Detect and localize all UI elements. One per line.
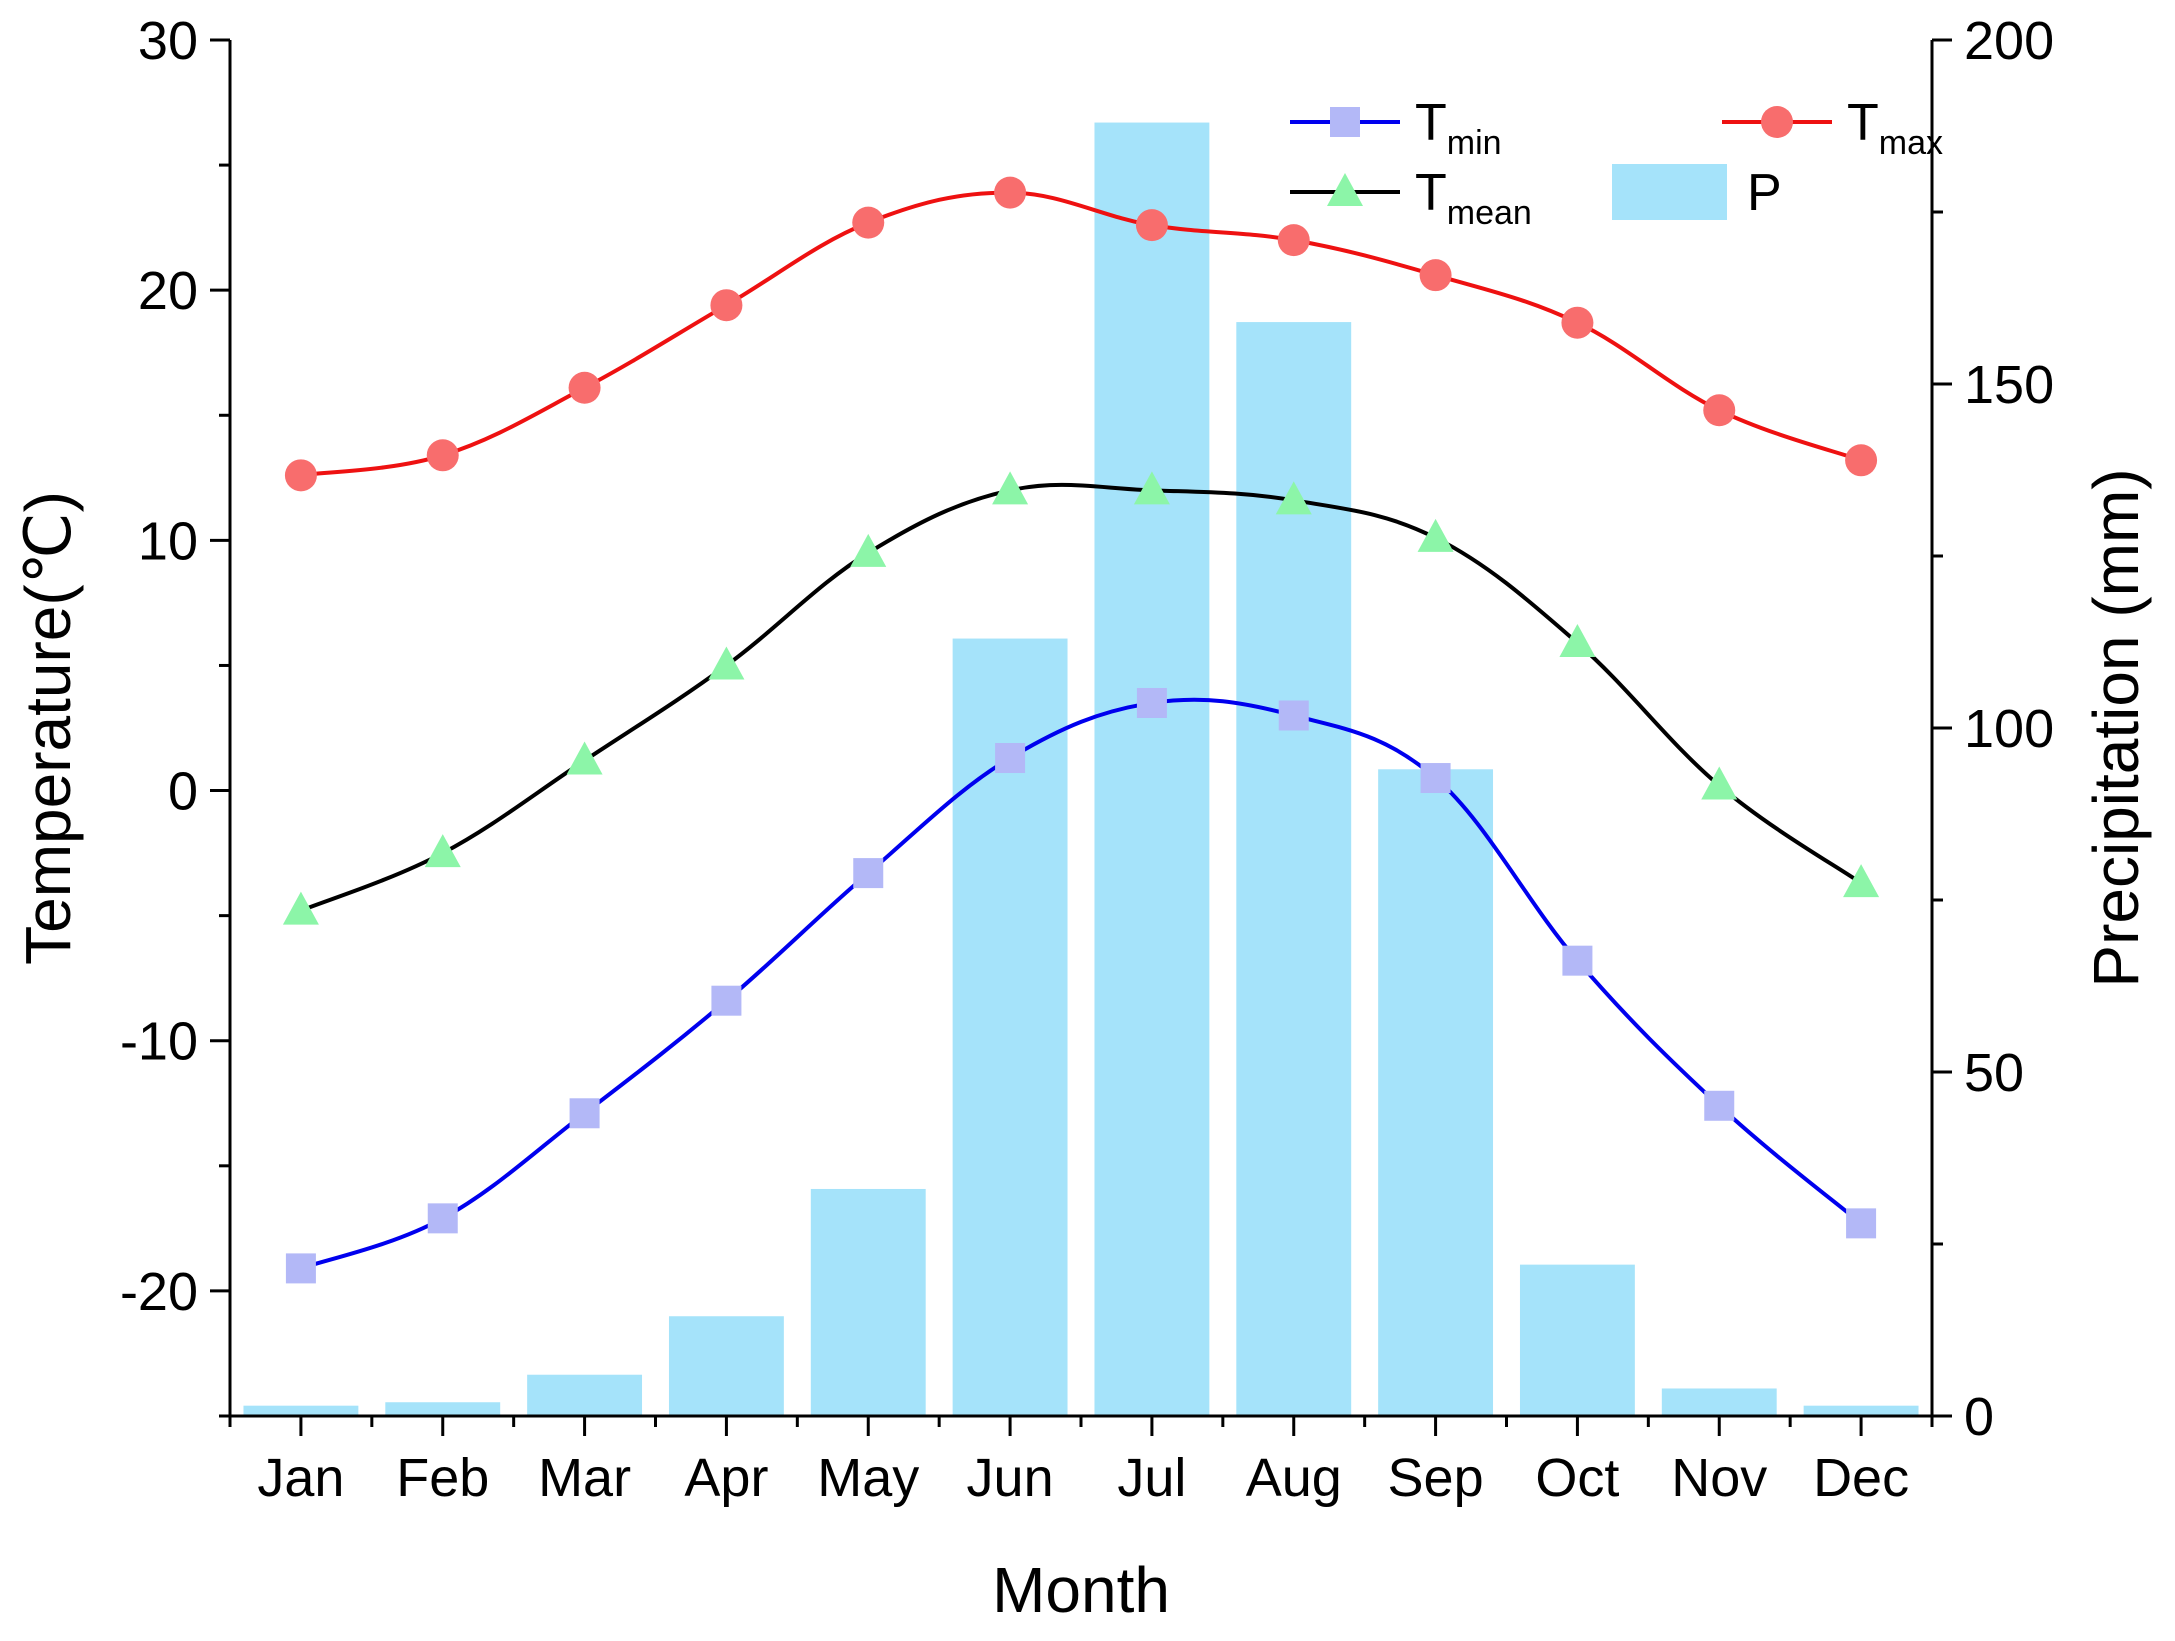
precipitation-bars — [243, 122, 1919, 1417]
axes — [210, 38, 1952, 1436]
marker-t-min-aug — [1278, 700, 1309, 731]
legend-triangle-marker — [1327, 173, 1363, 206]
legend-label: Tmax — [1847, 94, 1943, 162]
left-tick-label: 30 — [138, 11, 198, 71]
legend: Tmin Tmax Tmean P — [1290, 94, 1943, 232]
marker-t-min-jun — [995, 743, 1026, 774]
right-tick-label: 100 — [1964, 699, 2054, 759]
temperature-lines — [282, 176, 1880, 1284]
x-tick-label-may: May — [817, 1448, 919, 1508]
marker-t-max-jan — [284, 459, 317, 492]
x-tick-label-sep: Sep — [1388, 1448, 1484, 1508]
x-tick-label-nov: Nov — [1671, 1448, 1767, 1508]
marker-t-mean-sep — [1417, 518, 1454, 552]
legend-label: Tmean — [1415, 164, 1532, 232]
y-axis-title-right: Precipitation (mm) — [2080, 468, 2152, 987]
right-tick-label: 200 — [1964, 11, 2054, 71]
marker-t-max-oct — [1561, 306, 1594, 339]
left-tick-label: -20 — [120, 1262, 198, 1322]
legend-label-subscript: max — [1879, 124, 1943, 162]
marker-t-min-apr — [711, 985, 742, 1016]
marker-t-min-may — [853, 858, 884, 889]
marker-t-min-jan — [285, 1253, 316, 1284]
legend-label: Tmin — [1415, 94, 1502, 162]
legend-label: P — [1747, 164, 1782, 222]
legend-label-subscript: mean — [1447, 194, 1532, 232]
legend-item-t-max: Tmax — [1722, 94, 1943, 162]
marker-t-min-jul — [1136, 687, 1167, 718]
x-tick-label-mar: Mar — [538, 1448, 631, 1508]
marker-t-max-aug — [1277, 224, 1310, 257]
x-tick-label-oct: Oct — [1535, 1448, 1619, 1508]
marker-t-min-sep — [1420, 763, 1451, 794]
marker-t-mean-mar — [566, 741, 603, 775]
line-t-min — [300, 697, 1863, 1271]
marker-t-max-jul — [1135, 209, 1168, 242]
precip-bar-nov — [1661, 1388, 1777, 1416]
right-tick-label: 50 — [1964, 1043, 2024, 1103]
legend-bar-swatch — [1612, 164, 1727, 220]
precip-bar-oct — [1519, 1264, 1635, 1416]
marker-t-mean-oct — [1559, 623, 1596, 657]
left-tick-label: 10 — [138, 511, 198, 571]
marker-t-mean-nov — [1701, 766, 1738, 800]
left-tick-label: 20 — [138, 261, 198, 321]
precip-bar-apr — [668, 1316, 784, 1416]
right-tick-label: 0 — [1964, 1387, 1994, 1447]
marker-t-max-dec — [1845, 444, 1878, 477]
marker-t-mean-dec — [1843, 864, 1880, 898]
precip-bar-dec — [1803, 1405, 1919, 1416]
marker-t-min-oct — [1562, 945, 1593, 976]
x-axis-title: Month — [992, 1554, 1170, 1626]
marker-t-min-feb — [427, 1203, 458, 1234]
x-tick-label-aug: Aug — [1246, 1448, 1342, 1508]
marker-t-mean-jul — [1133, 471, 1170, 505]
precip-bar-feb — [385, 1402, 501, 1416]
precip-bar-jul — [1094, 122, 1210, 1416]
marker-t-max-sep — [1419, 259, 1452, 292]
legend-item-t-min: Tmin — [1290, 94, 1502, 162]
x-tick-label-feb: Feb — [396, 1448, 489, 1508]
marker-t-min-mar — [569, 1098, 600, 1129]
line-t-max — [300, 190, 1862, 478]
marker-t-mean-may — [850, 533, 887, 567]
marker-t-max-nov — [1703, 394, 1736, 427]
precip-bar-jan — [243, 1405, 359, 1416]
right-tick-label: 150 — [1964, 355, 2054, 415]
precip-bar-may — [810, 1188, 926, 1416]
precip-bar-mar — [527, 1374, 643, 1416]
marker-t-mean-jan — [282, 891, 319, 925]
precip-bar-sep — [1378, 769, 1494, 1416]
x-tick-label-jul: Jul — [1117, 1448, 1186, 1508]
marker-t-mean-jun — [992, 471, 1029, 505]
marker-t-max-apr — [710, 289, 743, 322]
legend-item-p: P — [1612, 164, 1782, 222]
marker-t-max-mar — [568, 371, 601, 404]
legend-square-marker — [1330, 107, 1360, 137]
marker-t-max-feb — [426, 439, 459, 472]
left-tick-label: -10 — [120, 1012, 198, 1072]
x-tick-label-dec: Dec — [1813, 1448, 1909, 1508]
legend-circle-marker — [1761, 106, 1793, 138]
y-axis-title-left: Temperature(℃) — [12, 491, 84, 965]
legend-label-subscript: min — [1447, 124, 1502, 162]
legend-item-t-mean: Tmean — [1290, 164, 1532, 232]
line-t-mean — [300, 482, 1863, 913]
marker-t-min-nov — [1704, 1090, 1735, 1121]
marker-t-min-dec — [1846, 1208, 1877, 1239]
marker-t-mean-aug — [1275, 481, 1312, 515]
left-tick-label: 0 — [168, 762, 198, 822]
marker-t-max-jun — [994, 176, 1027, 209]
x-tick-label-jun: Jun — [967, 1448, 1054, 1508]
marker-t-mean-feb — [424, 834, 461, 868]
x-tick-label-jan: Jan — [257, 1448, 344, 1508]
marker-t-mean-apr — [708, 646, 745, 680]
x-tick-label-apr: Apr — [684, 1448, 768, 1508]
marker-t-max-may — [852, 206, 885, 239]
